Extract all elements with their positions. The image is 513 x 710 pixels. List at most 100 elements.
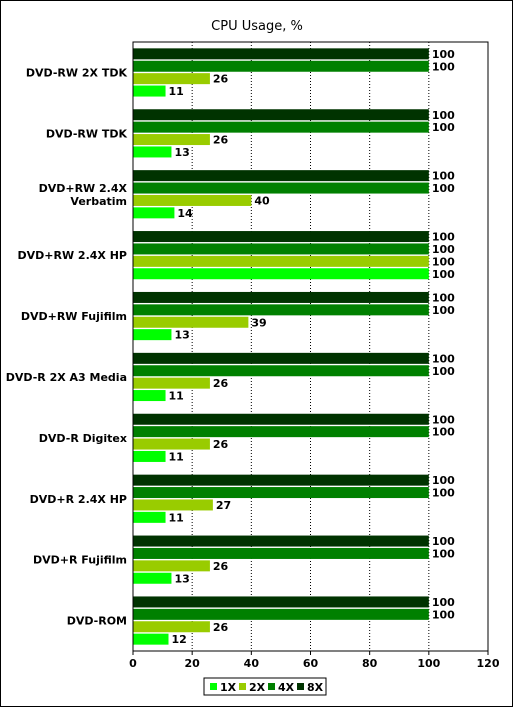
data-label: 100 (432, 170, 455, 183)
data-label: 27 (216, 499, 231, 512)
legend-label: 2X (249, 681, 266, 694)
category-label: DVD-RW TDK (46, 127, 128, 140)
data-label: 100 (432, 487, 455, 500)
bar-4x (133, 487, 429, 499)
category-label: DVD-RW 2X TDK (26, 66, 128, 79)
data-label: 100 (432, 474, 455, 487)
data-label: 11 (169, 450, 184, 463)
legend-swatch-2x (239, 683, 246, 690)
data-label: 13 (174, 329, 189, 342)
bar-4x (133, 426, 429, 438)
data-label: 11 (169, 390, 184, 403)
bar-1x (133, 146, 172, 158)
chart-title: CPU Usage, % (211, 19, 303, 34)
x-tick-label: 80 (362, 657, 378, 670)
data-label: 40 (254, 194, 270, 207)
bar-8x (133, 170, 429, 182)
legend-label: 4X (278, 681, 295, 694)
bar-1x (133, 329, 172, 341)
bar-4x (133, 608, 429, 620)
bar-8x (133, 231, 429, 243)
x-tick-label: 20 (185, 657, 201, 670)
category-label: DVD+RW Fujifilm (21, 310, 127, 323)
data-label: 13 (174, 572, 189, 585)
category-label: DVD-ROM (67, 615, 127, 628)
bar-1x (133, 85, 166, 97)
data-label: 26 (213, 438, 229, 451)
bar-2x (133, 194, 252, 206)
data-label: 100 (432, 255, 455, 268)
data-label: 100 (432, 413, 455, 426)
category-label: DVD+RW 2.4X (39, 182, 128, 195)
bar-4x (133, 60, 429, 72)
category-label: DVD+R Fujifilm (33, 554, 127, 567)
legend-label: 8X (307, 681, 324, 694)
x-tick-label: 120 (477, 657, 500, 670)
data-label: 100 (432, 60, 455, 73)
bar-4x (133, 365, 429, 377)
bar-2x (133, 438, 210, 450)
bar-8x (133, 48, 429, 60)
bar-2x (133, 255, 429, 267)
bar-1x (133, 390, 166, 402)
bar-2x (133, 621, 210, 633)
bar-8x (133, 109, 429, 121)
data-label: 11 (169, 511, 184, 524)
category-label: DVD-R Digitex (39, 432, 127, 445)
data-label: 14 (177, 207, 193, 220)
bar-8x (133, 413, 429, 425)
x-tick-label: 60 (303, 657, 319, 670)
bar-1x (133, 633, 169, 645)
bar-1x (133, 572, 172, 584)
data-label: 100 (432, 547, 455, 560)
data-label: 12 (172, 633, 187, 646)
bar-8x (133, 535, 429, 547)
data-label: 26 (213, 621, 229, 634)
data-label: 26 (213, 560, 229, 573)
bar-8x (133, 291, 429, 303)
data-label: 100 (432, 268, 455, 281)
bar-4x (133, 243, 429, 255)
bar-8x (133, 474, 429, 486)
data-label: 100 (432, 48, 455, 61)
legend-swatch-8x (297, 683, 304, 690)
bar-1x (133, 450, 166, 462)
data-label: 100 (432, 182, 455, 195)
bar-1x (133, 207, 175, 219)
x-tick-label: 100 (417, 657, 440, 670)
bar-8x (133, 352, 429, 364)
data-label: 100 (432, 121, 455, 134)
bar-2x (133, 377, 210, 389)
legend-label: 1X (220, 681, 237, 694)
data-label: 26 (213, 134, 229, 147)
data-label: 11 (169, 85, 184, 98)
category-label: DVD+R 2.4X HP (30, 493, 127, 506)
bar-2x (133, 316, 249, 328)
data-label: 100 (432, 596, 455, 609)
data-label: 100 (432, 109, 455, 122)
data-label: 100 (432, 535, 455, 548)
bar-4x (133, 121, 429, 133)
data-label: 26 (213, 377, 229, 390)
bar-2x (133, 134, 210, 146)
category-label: Verbatim (70, 195, 127, 208)
data-label: 100 (432, 231, 455, 244)
data-label: 100 (432, 608, 455, 621)
bar-1x (133, 268, 429, 280)
data-label: 100 (432, 352, 455, 365)
bar-8x (133, 596, 429, 608)
bar-4x (133, 182, 429, 194)
data-label: 100 (432, 243, 455, 256)
bar-4x (133, 547, 429, 559)
bar-2x (133, 560, 210, 572)
bar-2x (133, 73, 210, 85)
data-label: 26 (213, 73, 229, 86)
data-label: 100 (432, 426, 455, 439)
data-label: 100 (432, 304, 455, 317)
data-label: 39 (251, 316, 266, 329)
data-label: 100 (432, 365, 455, 378)
bar-1x (133, 511, 166, 523)
legend-box (203, 677, 327, 696)
